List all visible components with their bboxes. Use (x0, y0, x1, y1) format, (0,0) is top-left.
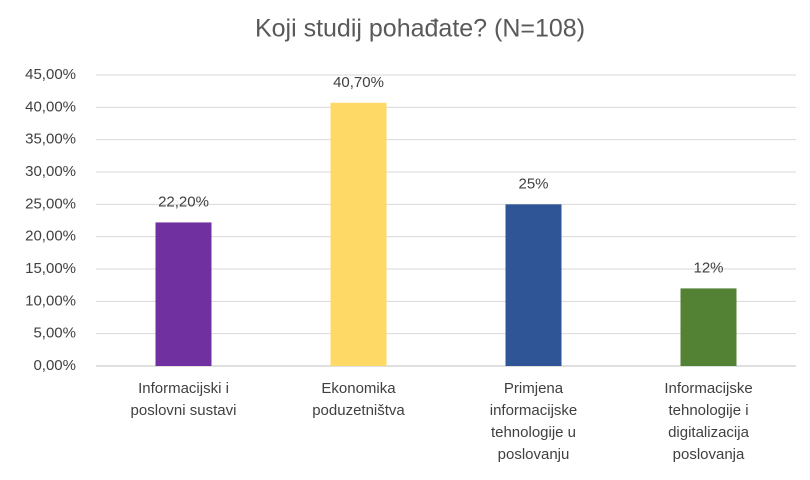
x-tick-label: Informacijske tehnologije i digitalizaci… (664, 380, 753, 463)
data-label: 40,70% (333, 74, 384, 91)
x-tick-label: Primjena informacijske tehnologije u pos… (489, 380, 578, 463)
y-tick-label: 45,00% (25, 66, 76, 83)
bar (505, 204, 562, 366)
x-tick-label-box: Informacijski i poslovni sustavi (130, 380, 237, 419)
x-tick-label: Informacijski i poslovni sustavi (130, 380, 237, 419)
data-label: 25% (518, 175, 548, 192)
y-tick-label: 0,00% (33, 357, 76, 374)
y-tick-label: 25,00% (25, 195, 76, 212)
y-tick-label: 20,00% (25, 228, 76, 245)
x-tick-label-box: Ekonomika poduzetništva (312, 380, 405, 419)
data-label: 12% (693, 259, 723, 276)
y-tick-label: 40,00% (25, 98, 76, 115)
bar (155, 222, 212, 366)
x-tick-label: Ekonomika poduzetništva (312, 380, 405, 419)
data-label: 22,20% (158, 193, 209, 210)
y-tick-label: 35,00% (25, 131, 76, 148)
y-tick-label: 10,00% (25, 292, 76, 309)
x-tick-label-box: Informacijske tehnologije i digitalizaci… (664, 380, 753, 463)
bar (680, 288, 737, 366)
bar (330, 102, 387, 366)
x-tick-label-box: Primjena informacijske tehnologije u pos… (489, 380, 578, 463)
y-tick-label: 5,00% (33, 325, 76, 342)
y-tick-label: 15,00% (25, 260, 76, 277)
y-tick-label: 30,00% (25, 163, 76, 180)
chart-title: Koji studij pohađate? (N=108) (255, 15, 585, 43)
